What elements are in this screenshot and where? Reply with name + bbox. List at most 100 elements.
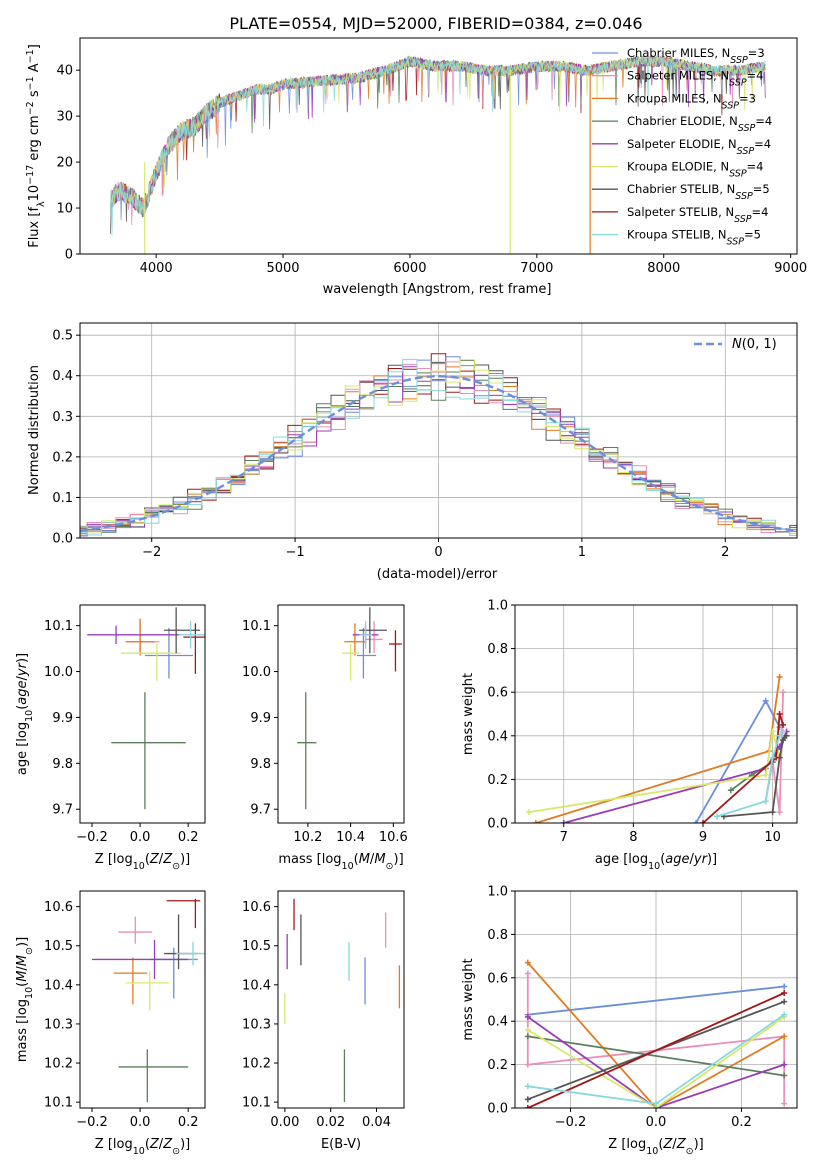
errorbar-point — [111, 692, 186, 810]
x-tick-label: 0.0 — [646, 1115, 667, 1130]
y-tick-label: 0.1 — [52, 491, 73, 506]
y-tick-label: 0.2 — [487, 1058, 508, 1073]
x-tick-label: 5000 — [266, 261, 299, 276]
weight-series-line — [527, 992, 785, 1108]
y-tick-label: 0.6 — [487, 971, 508, 986]
y-tick-label: 20 — [56, 156, 73, 171]
weight-series-line — [527, 1035, 785, 1077]
y-tick-label: 10.5 — [242, 939, 271, 954]
weight-series-line — [527, 1016, 785, 1108]
y-tick-label: 0.2 — [487, 773, 508, 788]
y-axis-label: Normed distribution — [27, 365, 42, 495]
errorbar-point — [118, 1049, 189, 1103]
weight-marker — [781, 983, 788, 990]
x-axis-label: (data-model)/error — [377, 567, 498, 582]
weight-marker — [776, 732, 783, 739]
x-tick-label: 0.02 — [316, 1115, 345, 1130]
errorbar-point — [297, 692, 317, 810]
errorbar-point — [357, 627, 377, 679]
weight-marker — [781, 989, 788, 996]
y-tick-label: 9.8 — [250, 757, 271, 772]
x-axis-label: Z [log10(Z/Z⊙)] — [95, 1137, 190, 1157]
y-tick-label: 9.9 — [250, 711, 271, 726]
weight-marker — [780, 689, 787, 696]
axes-frame — [79, 37, 798, 255]
weight-marker — [525, 809, 532, 816]
legend-entry: Kroupa MILES, NSSP=3 — [627, 91, 756, 111]
weight-marker — [700, 820, 706, 823]
y-axis-label: mass [log10(M/M⊙)] — [15, 937, 35, 1062]
plot-area — [92, 898, 205, 1103]
weight-marker — [727, 787, 734, 794]
y-tick-label: 0.0 — [487, 1102, 508, 1117]
x-tick-label: 0.04 — [362, 1115, 391, 1130]
y-tick-label: 0.8 — [487, 928, 508, 943]
x-tick-label: −1 — [286, 545, 305, 560]
weight-marker — [769, 809, 776, 816]
y-tick-label: 10.1 — [242, 619, 271, 634]
y-tick-label: 10.3 — [242, 1017, 271, 1032]
x-tick-label: 10.6 — [379, 830, 408, 845]
y-tick-label: 10.0 — [242, 665, 271, 680]
weight-marker — [693, 820, 700, 823]
y-tick-label: 10.0 — [44, 665, 73, 680]
y-tick-label: 10.1 — [44, 1096, 73, 1111]
y-tick-label: 9.7 — [250, 803, 271, 818]
weight-marker — [532, 820, 539, 823]
y-tick-label: 10.5 — [44, 939, 73, 954]
y-tick-label: 10.3 — [44, 1017, 73, 1032]
legend-entry: Salpeter MILES, NSSP=4 — [627, 69, 764, 89]
figure-title: PLATE=0554, MJD=52000, FIBERID=0384, z=0… — [229, 14, 642, 33]
x-tick-label: 0.2 — [731, 1115, 752, 1130]
x-tick-label: 4000 — [140, 261, 173, 276]
plot-area — [80, 353, 797, 537]
x-tick-label: 0.2 — [178, 830, 199, 845]
x-tick-label: 8000 — [647, 261, 680, 276]
weight-marker — [762, 772, 769, 779]
legend-entry: Salpeter STELIB, NSSP=4 — [627, 205, 768, 225]
y-axis-label: Flux [fλ10−17 erg cm−2 s−1 A−1] — [25, 44, 47, 248]
y-tick-label: 10.6 — [242, 900, 271, 915]
errorbar-point — [344, 623, 366, 656]
errorbar-point — [342, 644, 360, 681]
y-tick-label: 40 — [56, 64, 73, 79]
y-tick-label: 10.6 — [44, 900, 73, 915]
y-tick-label: 0.4 — [487, 729, 508, 744]
legend-entry: N(0, 1) — [732, 337, 777, 352]
chart-age_vs_mass: 10.2 10.4 10.6 9.7 9.8 9.9 10.0 10.1 mass [log10… — [242, 604, 408, 872]
axes-frame — [514, 604, 798, 824]
x-tick-label: 9000 — [774, 261, 807, 276]
legend-entry: Chabrier MILES, NSSP=3 — [627, 46, 765, 66]
weight-marker — [781, 998, 788, 1005]
plot-area — [87, 607, 205, 810]
weight-marker — [524, 1033, 531, 1040]
y-tick-label: 10.1 — [242, 1096, 271, 1111]
x-tick-label: 2 — [721, 545, 729, 560]
y-tick-label: 0.0 — [52, 532, 73, 547]
y-tick-label: 10.2 — [242, 1057, 271, 1072]
weight-marker — [780, 721, 787, 728]
y-tick-label: 10.2 — [44, 1057, 73, 1072]
errorbar-point — [149, 947, 198, 999]
x-tick-label: 0 — [434, 545, 442, 560]
y-tick-label: 0.4 — [52, 369, 73, 384]
x-axis-label: Z [log10(Z/Z⊙)] — [608, 1137, 703, 1157]
legend: N(0, 1) — [694, 337, 777, 352]
plot-area — [110, 54, 766, 254]
errorbar-point — [113, 957, 148, 1005]
x-tick-label: 0.00 — [270, 1115, 299, 1130]
weight-marker — [780, 737, 787, 744]
x-tick-label: −0.2 — [76, 1115, 108, 1130]
legend-entry: Chabrier ELODIE, NSSP=4 — [627, 114, 772, 134]
weight-marker — [560, 820, 567, 823]
spectrum-line — [110, 55, 766, 236]
x-tick-label: 0.2 — [178, 1115, 199, 1130]
errorbar-point — [120, 644, 181, 681]
weight-marker — [653, 1100, 659, 1107]
chart-weight_vs_age: 7 8 9 10 0.0 0.2 0.4 0.6 0.8 1.0 age [log10(age/yr… — [461, 599, 798, 872]
x-axis-label: wavelength [Angstrom, rest frame] — [323, 282, 552, 297]
plot-area — [524, 959, 788, 1108]
x-tick-label: 10 — [764, 830, 781, 845]
x-tick-label: 1 — [578, 545, 586, 560]
x-axis-label: mass [log10(M/M⊙)] — [278, 852, 403, 872]
